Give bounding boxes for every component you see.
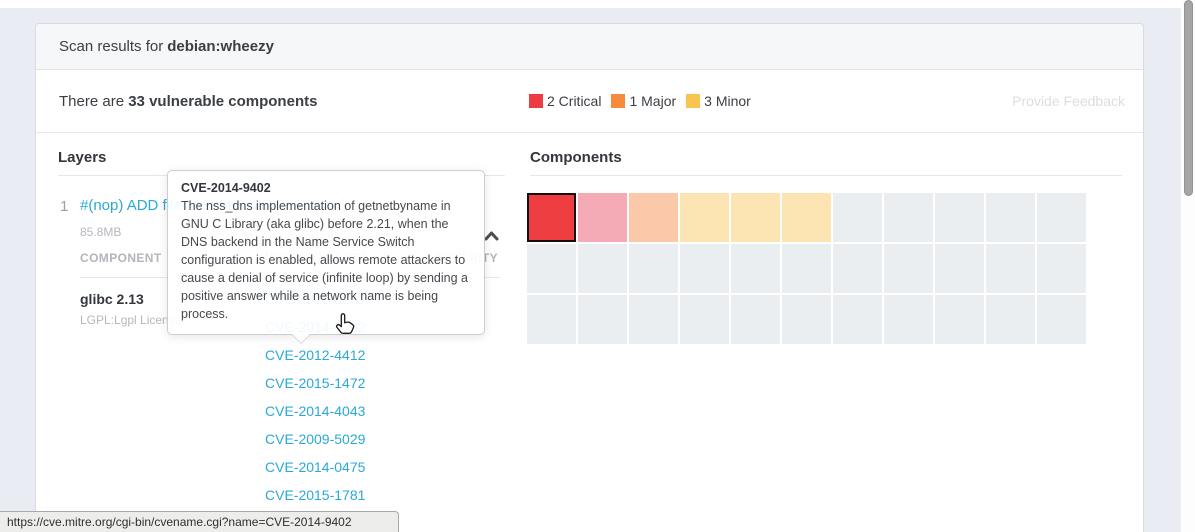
legend-label: 2 Critical: [547, 93, 602, 109]
legend-item: 3 Minor: [686, 93, 751, 109]
component-cell[interactable]: [578, 244, 627, 293]
component-cell[interactable]: [527, 193, 576, 242]
image-name: debian:wheezy: [167, 38, 274, 55]
component-cell[interactable]: [935, 244, 984, 293]
card-title: Scan results for: [59, 38, 164, 55]
summary-text: There are 33 vulnerable components: [59, 93, 317, 110]
summary-count: 33 vulnerable components: [128, 92, 318, 110]
legend-item: 2 Critical: [529, 93, 601, 109]
component-cell[interactable]: [1037, 193, 1086, 242]
cve-tooltip-body: The nss_dns implementation of getnetbyna…: [181, 199, 468, 321]
cve-link[interactable]: CVE-2009-5029: [265, 431, 366, 447]
component-cell[interactable]: [782, 295, 831, 344]
component-cell[interactable]: [782, 193, 831, 242]
component-cell[interactable]: [731, 193, 780, 242]
layer-index: 1: [60, 198, 69, 215]
component-cell[interactable]: [833, 193, 882, 242]
component-cell[interactable]: [833, 295, 882, 344]
cve-link[interactable]: CVE-2014-4043: [265, 403, 366, 419]
card-header: Scan results for debian:wheezy: [36, 24, 1143, 70]
component-cell[interactable]: [884, 295, 933, 344]
component-name: glibc 2.13: [80, 291, 144, 307]
component-cell[interactable]: [986, 244, 1035, 293]
component-cell[interactable]: [731, 244, 780, 293]
legend-swatch-icon: [686, 94, 701, 108]
component-cell[interactable]: [578, 295, 627, 344]
component-cell[interactable]: [986, 295, 1035, 344]
column-header-component: COMPONENT: [80, 251, 162, 265]
cve-link[interactable]: CVE-2015-1472: [265, 375, 366, 391]
legend-swatch-icon: [611, 94, 626, 108]
cve-link[interactable]: CVE-2012-4412: [265, 347, 366, 363]
layer-size: 85.8MB: [80, 225, 122, 239]
provide-feedback-link[interactable]: Provide Feedback: [1012, 93, 1125, 109]
browser-top-strip: [0, 0, 1195, 8]
component-cell[interactable]: [935, 295, 984, 344]
legend-swatch-icon: [529, 94, 543, 108]
component-cell[interactable]: [986, 193, 1035, 242]
cve-link[interactable]: CVE-2014-0475: [265, 459, 366, 475]
component-cell[interactable]: [782, 244, 831, 293]
status-bar-url: https://cve.mitre.org/cgi-bin/cvename.cg…: [0, 511, 399, 532]
component-cell[interactable]: [833, 244, 882, 293]
legend-label: 1 Major: [629, 93, 677, 109]
component-cell[interactable]: [629, 295, 678, 344]
component-license: LGPL:Lgpl License: [80, 313, 182, 327]
component-cell[interactable]: [884, 193, 933, 242]
cve-tooltip-title: CVE-2014-9402: [181, 181, 271, 195]
scrollbar-thumb[interactable]: [1184, 0, 1193, 196]
component-cell[interactable]: [884, 244, 933, 293]
component-cell[interactable]: [1037, 244, 1086, 293]
legend-item: 1 Major: [611, 93, 676, 109]
summary-row: There are 33 vulnerable components 2 Cri…: [36, 70, 1143, 133]
component-cell[interactable]: [680, 244, 729, 293]
summary-prefix: There are: [59, 92, 125, 110]
component-cell[interactable]: [629, 244, 678, 293]
component-cell[interactable]: [527, 295, 576, 344]
component-cell[interactable]: [731, 295, 780, 344]
component-cell[interactable]: [629, 193, 678, 242]
component-cell[interactable]: [578, 193, 627, 242]
component-cell[interactable]: [680, 295, 729, 344]
components-heading: Components: [530, 149, 622, 166]
legend-label: 3 Minor: [704, 93, 751, 109]
component-cell[interactable]: [1037, 295, 1086, 344]
components-divider: [530, 175, 1122, 176]
tooltip-arrow: [291, 333, 311, 344]
components-heatmap: [527, 193, 1086, 344]
chevron-up-icon[interactable]: [483, 228, 500, 250]
component-cell[interactable]: [935, 193, 984, 242]
component-cell[interactable]: [527, 244, 576, 293]
cve-tooltip: CVE-2014-9402 The nss_dns implementation…: [167, 170, 485, 344]
layers-heading: Layers: [58, 149, 107, 166]
cve-link[interactable]: CVE-2015-1781: [265, 487, 366, 503]
component-cell[interactable]: [680, 193, 729, 242]
severity-legend: 2 Critical 1 Major 3 Minor: [529, 70, 761, 132]
cursor-pointer-icon: [333, 313, 355, 342]
